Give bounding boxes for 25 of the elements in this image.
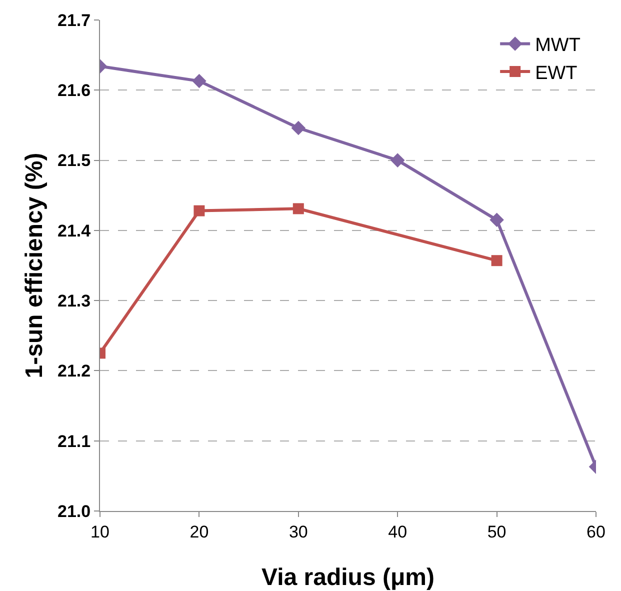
y-tick-label: 21.4	[58, 221, 92, 240]
y-axis-title: 1-sun efficiency (%)	[21, 152, 48, 378]
x-tick-label: 40	[388, 522, 408, 542]
x-axis-title: Via radius (μm)	[262, 564, 434, 591]
point	[292, 203, 304, 214]
legend-label: EWT	[535, 62, 578, 84]
legend-label: MWT	[535, 35, 581, 56]
point	[194, 205, 205, 216]
x-tick-label: 20	[190, 522, 209, 542]
x-tick-label: 30	[288, 522, 308, 542]
y-tick-label: 21.1	[58, 432, 91, 451]
y-tick-label: 21.7	[58, 10, 91, 30]
y-tick-label: 21.6	[58, 81, 91, 100]
point	[490, 212, 504, 228]
y-tick-label: 21.0	[58, 502, 91, 521]
x-tick-label: 60	[586, 522, 606, 542]
point	[291, 120, 306, 136]
y-tick-label: 21.2	[58, 362, 91, 381]
point	[192, 74, 206, 88]
point	[390, 153, 405, 168]
x-tick-label: 10	[90, 522, 110, 542]
point	[491, 255, 502, 266]
x-tick-label: 50	[487, 522, 506, 542]
y-tick-label: 21.5	[58, 151, 91, 170]
y-tick-label: 21.3	[58, 292, 91, 311]
